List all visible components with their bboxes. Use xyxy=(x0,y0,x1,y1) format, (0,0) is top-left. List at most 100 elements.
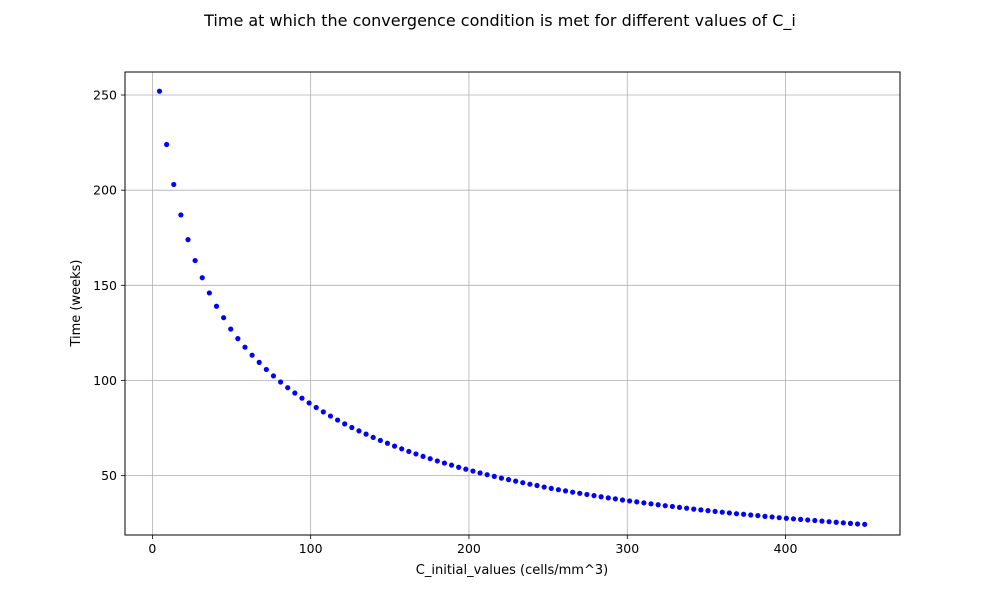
data-point xyxy=(235,336,241,342)
data-point xyxy=(171,181,177,188)
data-point xyxy=(669,503,675,510)
data-point xyxy=(698,507,704,513)
data-point xyxy=(676,504,683,511)
data-point xyxy=(755,512,761,519)
data-point xyxy=(833,519,839,525)
data-point xyxy=(769,514,775,520)
data-point xyxy=(847,520,854,526)
y-tick-label: 150 xyxy=(93,278,117,293)
y-axis-label: Time (weeks) xyxy=(69,259,84,347)
data-point xyxy=(776,515,782,521)
data-point xyxy=(228,326,234,332)
data-point xyxy=(156,88,163,94)
data-point xyxy=(278,379,284,385)
data-point xyxy=(456,464,462,470)
data-point xyxy=(719,509,725,515)
data-point xyxy=(598,494,604,500)
x-tick-label: 400 xyxy=(774,541,798,556)
x-tick-label: 100 xyxy=(299,541,323,556)
x-axis-ticks: 0 100 200 300 400 xyxy=(148,535,798,556)
data-point xyxy=(513,478,519,484)
data-point xyxy=(655,502,661,508)
data-point xyxy=(627,498,633,504)
data-point xyxy=(819,518,825,524)
data-point xyxy=(520,480,526,486)
data-point xyxy=(285,385,291,391)
data-point xyxy=(527,481,533,487)
data-point xyxy=(370,434,376,440)
data-point xyxy=(256,359,262,365)
y-tick-label: 100 xyxy=(93,373,117,388)
data-point xyxy=(748,512,754,518)
y-tick-label: 50 xyxy=(101,468,117,483)
data-point xyxy=(562,488,569,494)
plot-area-frame xyxy=(124,71,901,536)
chart-title: Time at which the convergence condition … xyxy=(203,11,796,31)
data-point xyxy=(591,493,597,499)
data-point xyxy=(427,456,433,462)
data-point xyxy=(805,517,811,523)
data-point xyxy=(612,496,618,502)
data-point xyxy=(363,431,369,437)
data-point xyxy=(498,475,505,481)
data-point xyxy=(584,491,590,498)
data-point xyxy=(733,511,740,517)
data-point xyxy=(178,212,184,218)
data-point xyxy=(185,237,191,243)
data-point xyxy=(406,448,412,455)
data-point xyxy=(570,489,576,495)
data-point xyxy=(448,462,455,468)
data-point xyxy=(484,472,490,478)
data-point xyxy=(391,443,398,449)
data-point xyxy=(705,508,711,514)
data-point xyxy=(726,510,732,516)
data-point xyxy=(213,303,220,309)
data-point xyxy=(356,428,362,434)
data-point xyxy=(790,516,797,522)
data-point xyxy=(840,520,846,526)
data-point xyxy=(327,413,334,419)
data-point xyxy=(313,404,319,411)
data-point xyxy=(199,275,205,281)
y-tick-label: 200 xyxy=(93,183,117,198)
data-points xyxy=(156,88,868,527)
data-point xyxy=(263,366,269,373)
data-point xyxy=(541,484,547,490)
data-point xyxy=(605,495,611,501)
data-point xyxy=(463,466,469,472)
data-point xyxy=(249,352,255,358)
grid xyxy=(125,72,900,535)
data-point xyxy=(192,257,198,264)
data-point xyxy=(164,141,170,148)
data-point xyxy=(548,485,554,491)
data-point xyxy=(270,373,277,379)
data-point xyxy=(342,421,348,427)
data-point xyxy=(299,395,305,401)
data-point xyxy=(534,482,540,489)
data-point xyxy=(641,500,647,506)
data-point xyxy=(320,409,326,415)
x-axis-label: C_initial_values (cells/mm^3) xyxy=(416,563,608,578)
data-point xyxy=(399,446,405,452)
data-point xyxy=(684,505,690,511)
data-point xyxy=(491,473,497,479)
data-point xyxy=(783,515,789,521)
data-point xyxy=(505,477,512,483)
data-point xyxy=(470,468,476,474)
data-point xyxy=(555,487,562,493)
data-point xyxy=(712,508,718,515)
data-point xyxy=(349,424,355,431)
y-tick-label: 250 xyxy=(93,88,117,103)
data-point xyxy=(221,315,227,321)
data-point xyxy=(384,440,391,446)
x-tick-label: 200 xyxy=(457,541,481,556)
data-point xyxy=(762,513,768,519)
data-point xyxy=(648,501,654,507)
data-point xyxy=(242,344,248,350)
data-point xyxy=(477,470,483,476)
data-point xyxy=(634,499,640,505)
x-tick-label: 300 xyxy=(615,541,639,556)
